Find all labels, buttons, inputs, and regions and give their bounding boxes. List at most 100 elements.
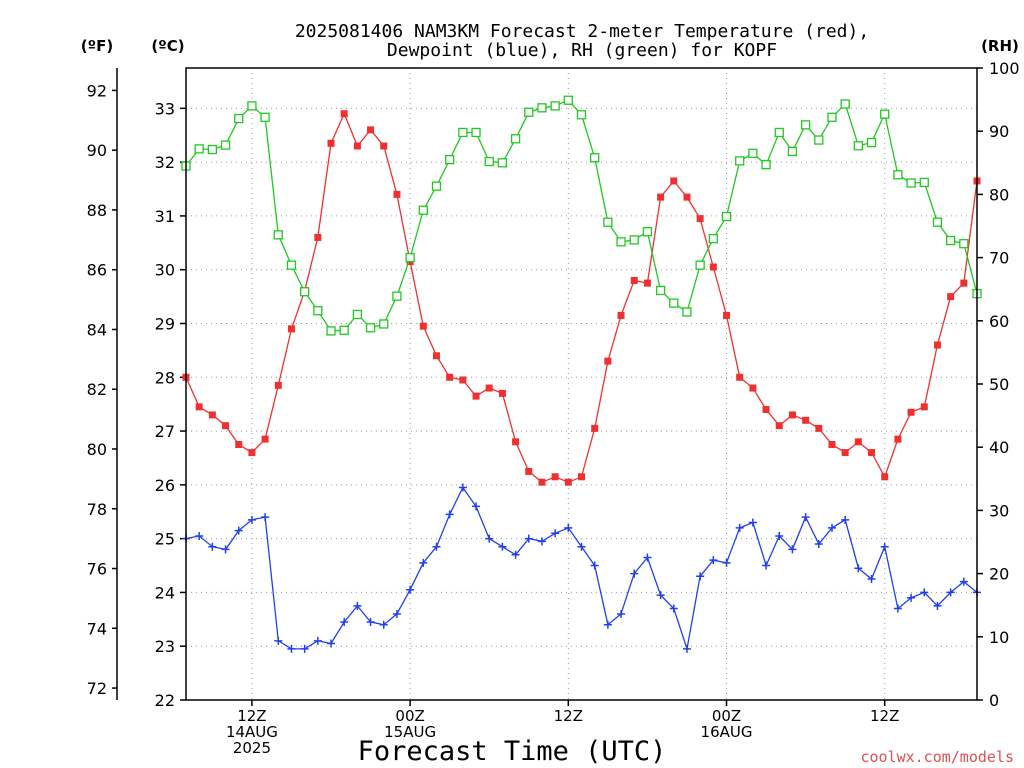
rh-point	[800, 120, 811, 130]
rh-axis-label: (RH)	[981, 37, 1019, 55]
temperature-point	[222, 422, 230, 430]
temperature-point	[854, 438, 862, 446]
dewpoint-point	[498, 542, 507, 551]
dewpoint-point	[841, 515, 850, 524]
dewpoint-point	[603, 620, 612, 629]
rh-point	[418, 205, 428, 215]
rh-point	[365, 323, 376, 333]
celsius-tick-label: 28	[155, 368, 175, 387]
x-tick-label: 00Z	[395, 707, 424, 725]
dewpoint-point	[234, 526, 243, 535]
rh-point	[392, 291, 402, 301]
temperature-point	[617, 311, 625, 319]
celsius-tick-label: 26	[155, 476, 175, 495]
celsius-tick-label: 25	[155, 530, 175, 549]
dewpoint-point	[867, 574, 876, 583]
rh-point	[708, 233, 718, 244]
temperature-point	[933, 341, 941, 349]
rh-point	[603, 217, 613, 227]
rh-point	[471, 127, 481, 138]
rh-point	[445, 154, 455, 165]
temperature-point	[841, 449, 849, 457]
dewpoint-point	[722, 558, 731, 567]
fahrenheit-tick-label: 72	[87, 679, 107, 698]
rh-point	[840, 99, 850, 109]
dewpoint-point	[933, 601, 942, 610]
dewpoint-point	[880, 542, 889, 551]
x-tick-label: 2025	[233, 739, 271, 757]
dewpoint-point	[854, 564, 863, 573]
dewpoint-point	[630, 569, 639, 578]
rh-point	[919, 177, 929, 188]
dewpoint-point	[340, 618, 349, 627]
temperature-point	[432, 352, 440, 360]
fahrenheit-tick-label: 88	[87, 201, 107, 220]
rh-tick-label: 50	[989, 375, 1009, 394]
title-line-1: 2025081406 NAM3KM Forecast 2-meter Tempe…	[295, 21, 869, 42]
rh-point	[326, 326, 336, 336]
rh-point	[735, 156, 745, 166]
rh-point	[537, 103, 547, 113]
temperature-point	[472, 392, 480, 400]
rh-point	[405, 252, 415, 263]
temperature-point	[525, 467, 533, 475]
dewpoint-point	[445, 510, 454, 519]
rh-point	[814, 135, 824, 145]
x-tick-label: 15AUG	[384, 723, 436, 741]
rh-point	[893, 170, 903, 180]
temperature-point	[274, 381, 282, 389]
rh-tick-label: 90	[989, 122, 1009, 141]
rh-point	[761, 160, 771, 170]
temperature-point	[894, 435, 902, 443]
temperature-point	[920, 403, 928, 411]
rh-point	[352, 309, 363, 320]
celsius-tick-label: 27	[155, 422, 175, 441]
rh-point	[260, 112, 270, 122]
rh-point	[906, 178, 916, 188]
temperature-point	[802, 416, 810, 424]
celsius-tick-label: 31	[155, 207, 175, 226]
celsius-axis: 22 23 24 25 26 27 28 29 30 31 32 33	[155, 99, 186, 710]
rh-point	[576, 110, 587, 120]
temperature-point	[657, 193, 665, 201]
rh-point	[655, 285, 666, 296]
dewpoint-point	[379, 620, 388, 629]
rh-point	[563, 95, 573, 105]
temperature-point	[564, 478, 572, 486]
rh-point	[510, 134, 521, 144]
dewpoint-point	[893, 604, 902, 613]
dewpoint-point	[643, 553, 652, 562]
rh-point	[524, 107, 534, 117]
celsius-axis-label: (ºC)	[151, 37, 184, 55]
rh-tick-label: 0	[989, 691, 999, 710]
fahrenheit-tick-label: 90	[87, 141, 107, 160]
rh-point	[787, 146, 798, 157]
rh-point	[959, 239, 969, 249]
temperature-point	[512, 438, 520, 446]
rh-point	[247, 101, 257, 111]
temperature-point	[947, 293, 955, 301]
rh-point	[497, 158, 508, 168]
chart-title: 2025081406 NAM3KM Forecast 2-meter Tempe…	[295, 21, 869, 61]
dewpoint-point	[827, 523, 836, 532]
temperature-point	[670, 177, 678, 185]
data-series	[181, 95, 982, 653]
rh-point	[669, 298, 679, 308]
temperature-point	[630, 276, 638, 284]
rh-tick-label: 100	[989, 59, 1020, 78]
temperature-point	[327, 139, 335, 147]
temperature-point	[353, 142, 361, 150]
dewpoint-point	[524, 534, 533, 543]
x-tick-label: 14AUG	[226, 723, 278, 741]
dewpoint-point	[920, 588, 929, 597]
dewpoint-point	[432, 542, 441, 551]
temperature-point	[419, 322, 427, 330]
rh-point	[866, 137, 877, 148]
rh-point	[880, 109, 890, 119]
dewpoint-point	[327, 639, 336, 648]
dewpoint-point	[406, 585, 415, 594]
fahrenheit-tick-label: 76	[87, 560, 107, 579]
rh-axis: 0 10 20 30 40 50 60 70 80 90 100	[977, 59, 1020, 710]
temperature-point	[591, 424, 599, 432]
